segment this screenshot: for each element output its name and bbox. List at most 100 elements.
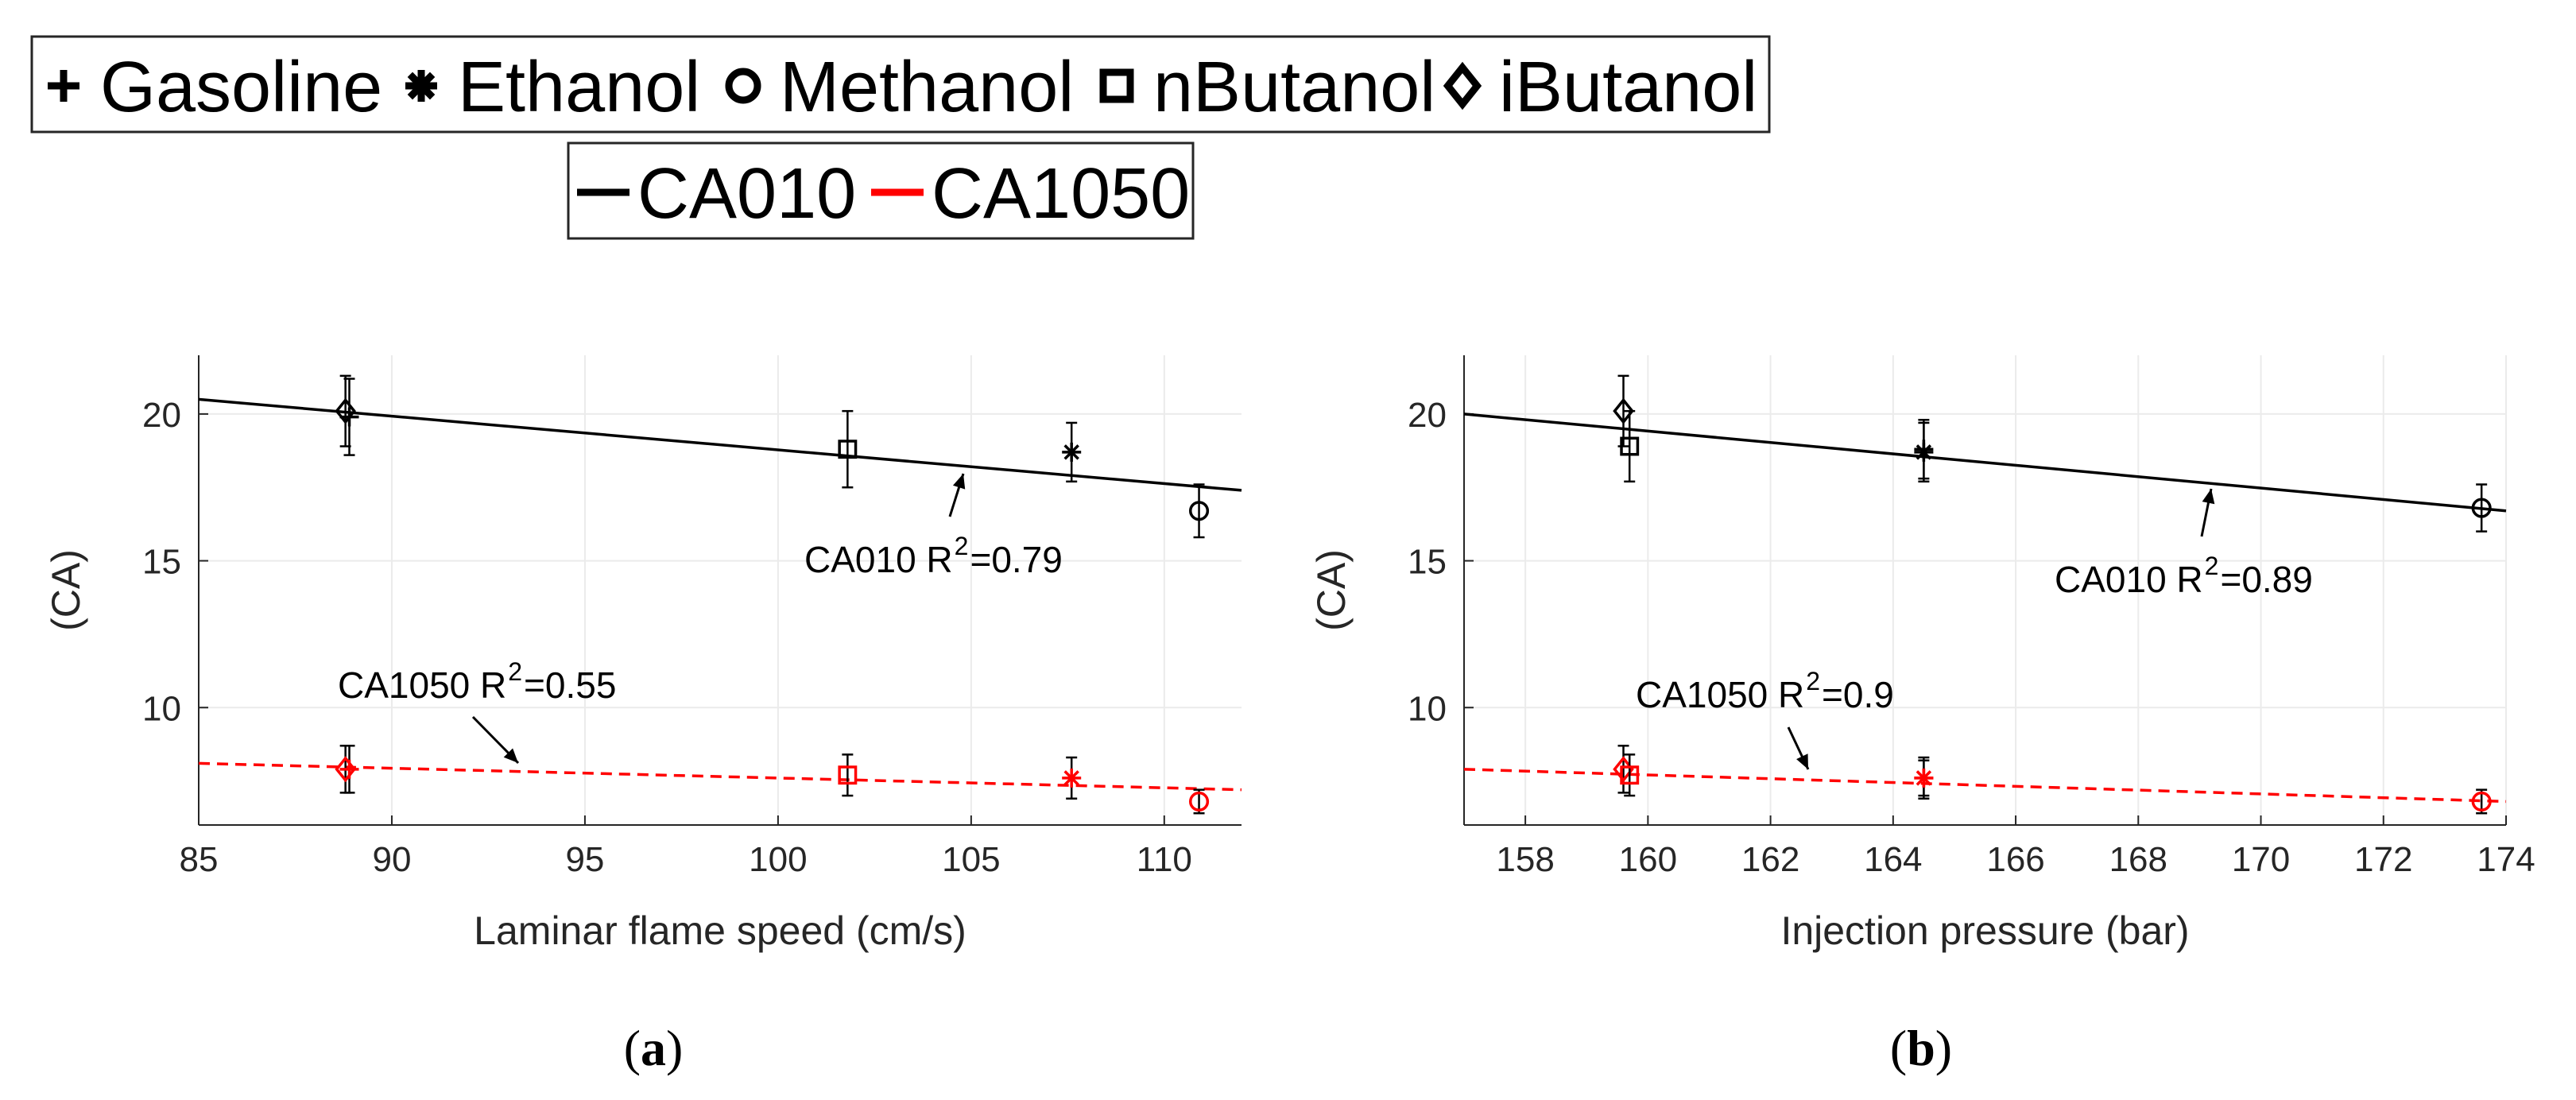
fit-line bbox=[198, 761, 1242, 792]
data-point-plus-icon bbox=[339, 759, 359, 779]
panel-a: 85 90 95 100 105 110 10 15 20 Laminar flame speed… bbox=[44, 355, 1242, 1076]
x-tick-label: 110 bbox=[1137, 840, 1192, 879]
error-bar bbox=[1193, 483, 1205, 539]
x-tick-label: 85 bbox=[180, 840, 219, 879]
data-point-square-icon bbox=[838, 765, 858, 785]
legend-lines: CA010 CA1050 bbox=[567, 141, 1195, 240]
fit-line bbox=[198, 397, 1242, 492]
annotation-arrowhead bbox=[952, 474, 966, 490]
x-tick-label: 162 bbox=[1741, 840, 1799, 879]
legend-line-label: CA010 bbox=[637, 154, 856, 234]
y-axis-label: (CA) bbox=[44, 549, 88, 631]
sub-caption-close: ) bbox=[1935, 1020, 1952, 1076]
data-point-asterisk-icon bbox=[1062, 768, 1082, 788]
legend-fuels: Gasoline Ethanol Methanol nButanol iButanol bbox=[30, 35, 1771, 134]
x-axis-label: Laminar flame speed (cm/s) bbox=[474, 908, 966, 953]
sub-caption-open: ( bbox=[1890, 1020, 1907, 1076]
data-point-circle-icon bbox=[1188, 501, 1210, 521]
grid bbox=[1464, 355, 2507, 825]
x-axis-label: Injection pressure (bar) bbox=[1780, 908, 2189, 953]
sub-caption: (a) bbox=[624, 1020, 684, 1076]
y-tick-label: 15 bbox=[1408, 543, 1447, 582]
annotation-label: CA1050 R bbox=[1636, 674, 1804, 715]
series-CA1050: CA1050 R 2 =0.55 bbox=[198, 657, 1242, 815]
annotation-label: CA010 R bbox=[2055, 559, 2203, 600]
annotation-label: CA1050 R bbox=[338, 664, 506, 706]
annotation-superscript: 2 bbox=[2205, 552, 2219, 580]
data-point-diamond-icon bbox=[1613, 397, 1634, 424]
data-point-diamond-icon bbox=[335, 397, 356, 424]
x-tick-label: 172 bbox=[2354, 840, 2412, 879]
annotation-value: =0.55 bbox=[524, 664, 616, 706]
x-tick-label: 105 bbox=[942, 840, 1000, 879]
error-bar bbox=[842, 409, 854, 489]
x-tick-label: 95 bbox=[565, 840, 604, 879]
x-tick-label: 164 bbox=[1864, 840, 1922, 879]
fit-line bbox=[1463, 412, 2507, 513]
error-bar bbox=[1617, 374, 1629, 447]
annotation-superscript: 2 bbox=[1806, 667, 1820, 695]
legend-line-label: CA1050 bbox=[932, 154, 1190, 234]
x-tick-label: 90 bbox=[372, 840, 411, 879]
annotation-superscript: 2 bbox=[955, 532, 969, 560]
legend-marker-asterisk-icon bbox=[405, 70, 437, 102]
annotation-arrowhead bbox=[2202, 489, 2215, 505]
x-tick-label: 168 bbox=[2109, 840, 2167, 879]
y-tick-label: 15 bbox=[142, 543, 181, 582]
annotation-label: CA010 R bbox=[804, 539, 953, 580]
annotation-CA1050: CA1050 R 2 =0.9 bbox=[1636, 667, 1894, 770]
series-CA1050: CA1050 R 2 =0.9 bbox=[1463, 667, 2507, 815]
data-point-diamond-icon bbox=[335, 756, 356, 783]
error-bar bbox=[1624, 753, 1636, 797]
y-tick-label: 10 bbox=[142, 689, 181, 728]
data-point-plus-icon bbox=[339, 407, 359, 427]
data-point-square-icon bbox=[838, 440, 858, 459]
data-point-asterisk-icon bbox=[1914, 442, 1934, 462]
legend-fuel-label: Ethanol bbox=[458, 48, 700, 127]
sub-caption-open: ( bbox=[624, 1020, 641, 1076]
legend-fuel-label: Methanol bbox=[780, 48, 1074, 127]
legend-fuel-label: iButanol bbox=[1499, 48, 1757, 127]
annotation-arrowhead bbox=[1796, 753, 1808, 769]
sub-caption-letter: b bbox=[1907, 1020, 1935, 1076]
y-tick-label: 10 bbox=[1408, 689, 1447, 728]
series-CA010: CA010 R 2 =0.89 bbox=[1463, 374, 2507, 600]
x-tick-label: 174 bbox=[2477, 840, 2535, 879]
data-point-asterisk-icon bbox=[1062, 442, 1082, 462]
y-tick-label: 20 bbox=[142, 396, 181, 435]
data-point-asterisk-icon bbox=[1914, 768, 1934, 788]
error-bar bbox=[1617, 745, 1629, 794]
annotation-CA010: CA010 R 2 =0.89 bbox=[2055, 488, 2313, 600]
x-tick-label: 166 bbox=[1986, 840, 2044, 879]
annotation-CA1050: CA1050 R 2 =0.55 bbox=[338, 657, 616, 765]
grid bbox=[198, 355, 1242, 825]
error-bar bbox=[842, 753, 854, 797]
data-point-square-icon bbox=[1620, 765, 1640, 785]
x-tick-label: 160 bbox=[1619, 840, 1677, 879]
error-bar bbox=[1624, 409, 1636, 483]
annotation-superscript: 2 bbox=[508, 657, 522, 686]
sub-caption: (b) bbox=[1890, 1020, 1952, 1076]
annotation-CA010: CA010 R 2 =0.79 bbox=[804, 473, 1063, 580]
data-point-circle-icon bbox=[1188, 791, 1210, 812]
data-point-square-icon bbox=[1620, 436, 1640, 456]
legend-marker-plus-icon bbox=[48, 70, 79, 102]
annotation-arrowhead bbox=[503, 748, 518, 763]
legend-marker-square-icon bbox=[1099, 68, 1134, 103]
legend-fuel-label: Gasoline bbox=[100, 48, 382, 127]
legend-marker-diamond-icon bbox=[1443, 61, 1482, 110]
x-tick-label: 170 bbox=[2232, 840, 2290, 879]
x-tick-label: 158 bbox=[1496, 840, 1554, 879]
panel-b: 158 160 162 164 166 168 170 172 174 10 15 20 Injecti… bbox=[1309, 355, 2535, 1076]
sub-caption-letter: a bbox=[641, 1020, 666, 1076]
x-tick-label: 100 bbox=[749, 840, 807, 879]
annotation-value: =0.79 bbox=[970, 539, 1062, 580]
annotation-value: =0.9 bbox=[1822, 674, 1894, 715]
sub-caption-close: ) bbox=[666, 1020, 683, 1076]
series-CA010: CA010 R 2 =0.79 bbox=[198, 374, 1242, 580]
y-tick-label: 20 bbox=[1408, 396, 1447, 435]
annotation-value: =0.89 bbox=[2220, 559, 2312, 600]
legend-fuel-label: nButanol bbox=[1153, 48, 1435, 127]
data-point-circle-icon bbox=[2471, 498, 2492, 518]
